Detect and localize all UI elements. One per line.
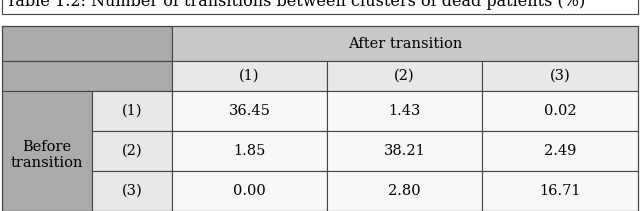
Text: 1.85: 1.85 xyxy=(234,144,266,158)
Text: (1): (1) xyxy=(122,104,142,118)
Bar xyxy=(482,171,638,211)
Bar xyxy=(92,171,172,211)
Bar xyxy=(172,91,327,131)
Text: (2): (2) xyxy=(394,69,415,83)
Bar xyxy=(92,131,172,171)
Text: After transition: After transition xyxy=(348,37,462,50)
Bar xyxy=(482,131,638,171)
Bar xyxy=(92,91,172,131)
Bar xyxy=(327,171,482,211)
Bar xyxy=(172,26,638,61)
Bar xyxy=(172,131,327,171)
Text: (2): (2) xyxy=(122,144,142,158)
Text: (1): (1) xyxy=(239,69,260,83)
Bar xyxy=(172,61,327,91)
Text: 36.45: 36.45 xyxy=(228,104,271,118)
Bar xyxy=(482,91,638,131)
Bar xyxy=(482,61,638,91)
Text: Table 1.2: Number of transitions between clusters of dead patients (%): Table 1.2: Number of transitions between… xyxy=(6,0,585,11)
Bar xyxy=(172,171,327,211)
Bar xyxy=(327,61,482,91)
Bar xyxy=(2,91,92,211)
Bar xyxy=(2,26,172,61)
Text: (3): (3) xyxy=(550,69,570,83)
Text: transition: transition xyxy=(11,156,83,170)
Bar xyxy=(327,91,482,131)
Text: 0.02: 0.02 xyxy=(544,104,576,118)
Text: 16.71: 16.71 xyxy=(540,184,580,198)
Text: 38.21: 38.21 xyxy=(383,144,426,158)
Text: 0.00: 0.00 xyxy=(233,184,266,198)
Text: 2.80: 2.80 xyxy=(388,184,421,198)
Text: 2.49: 2.49 xyxy=(544,144,576,158)
Bar xyxy=(2,0,638,14)
Text: 1.43: 1.43 xyxy=(388,104,420,118)
Text: Before: Before xyxy=(22,140,72,154)
Bar xyxy=(327,131,482,171)
Text: (3): (3) xyxy=(122,184,142,198)
Bar xyxy=(2,61,172,91)
